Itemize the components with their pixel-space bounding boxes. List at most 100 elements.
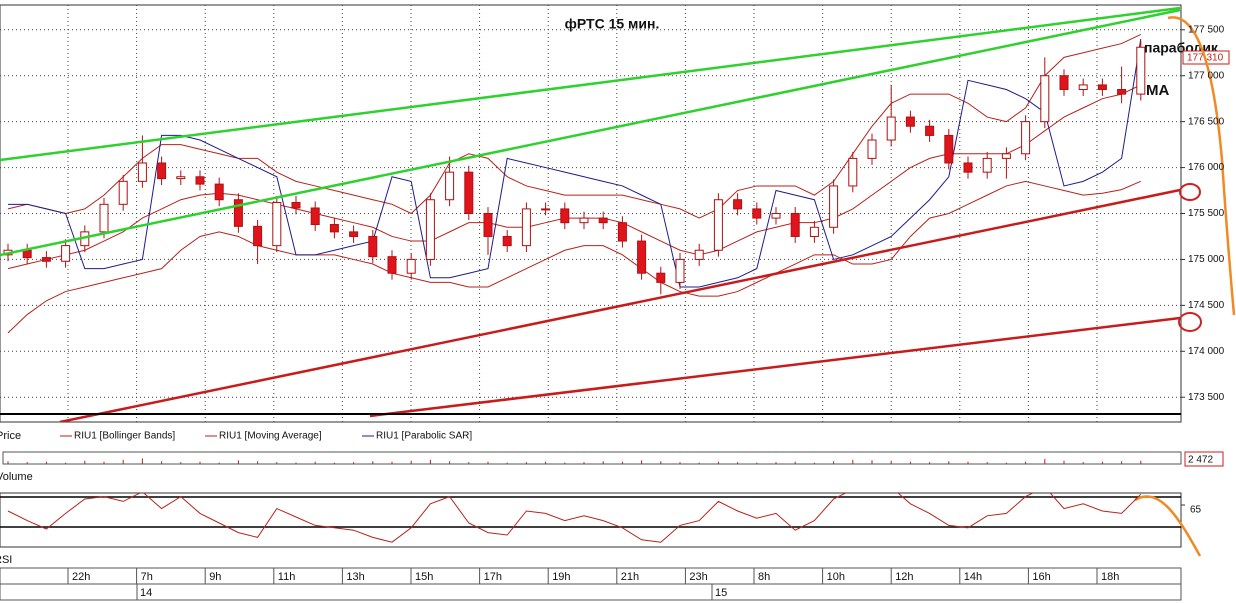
candle-body	[598, 217, 608, 224]
highlight-circle	[1179, 183, 1201, 201]
candle-body	[637, 240, 647, 274]
candle-body	[1001, 153, 1011, 159]
candle-body	[560, 208, 570, 224]
x-tick-label: 22h	[72, 571, 90, 583]
candle-body	[176, 176, 186, 180]
candle-body	[502, 235, 512, 247]
candle-body	[233, 199, 243, 227]
pane-label: RSI	[0, 554, 12, 566]
x-tick-label: 16h	[1032, 571, 1050, 583]
y-tick-label: 177 500	[1188, 24, 1225, 35]
candle-body	[291, 201, 301, 209]
x-tick-label: 8h	[758, 571, 770, 583]
x-tick-label: 11h	[278, 571, 296, 583]
candle-body	[1078, 84, 1088, 91]
x-tick-label: 21h	[621, 571, 639, 583]
candle-body	[944, 134, 954, 164]
candle-body	[809, 226, 819, 237]
candle-body	[157, 162, 167, 180]
candle-body	[886, 116, 896, 141]
y-tick-label: 176 000	[1188, 162, 1225, 173]
tick-box	[1184, 451, 1224, 467]
candle-body	[905, 116, 915, 127]
y-tick-label: 176 500	[1188, 116, 1225, 127]
candle-body	[925, 125, 935, 136]
candle-body	[310, 207, 320, 226]
candle-body	[406, 258, 416, 274]
candle-body	[272, 201, 282, 247]
rsi-pane	[0, 492, 1182, 548]
candle-body	[445, 171, 455, 201]
x-tick-label: 23h	[689, 571, 707, 583]
candle-body	[425, 199, 435, 260]
candle-body	[214, 183, 224, 201]
candle-body	[675, 258, 685, 283]
y-tick-label: 65	[1190, 505, 1202, 516]
candle-body	[521, 208, 531, 247]
candle-body	[867, 139, 877, 159]
x-tick-label: 7h	[141, 571, 153, 583]
candle-body	[61, 245, 71, 262]
legend-label: RIU1 [Parabolic SAR]	[376, 431, 472, 442]
trendline	[0, 6, 1181, 162]
candle-body	[733, 199, 743, 210]
candle-body	[771, 213, 781, 219]
candle-body	[713, 199, 723, 251]
legend: Price RIU1 [Bollinger Bands] RIU1 [Moving …	[0, 430, 472, 442]
candle-body	[1117, 89, 1127, 95]
x-tick-label: 9h	[209, 571, 221, 583]
pane-label: Volume	[0, 471, 33, 483]
date-label: 15	[715, 587, 727, 599]
trendline	[0, 8, 1181, 257]
candle-body	[1021, 121, 1031, 155]
candle-body	[656, 272, 666, 283]
x-tick-label: 10h	[827, 571, 845, 583]
chart-title: фРТС 15 мин.	[565, 16, 660, 32]
candle-body	[963, 162, 973, 173]
candle-body	[790, 213, 800, 237]
candle-body	[694, 249, 704, 260]
date-label: 14	[140, 587, 152, 599]
x-tick-label: 18h	[1101, 571, 1119, 583]
candle-body	[464, 171, 474, 215]
annotation: MA	[1146, 82, 1169, 99]
candle-body	[195, 176, 205, 185]
x-tick-label: 17h	[484, 571, 502, 583]
rsi-line	[7, 493, 1142, 543]
forecast-arrow	[1134, 495, 1202, 557]
candle-body	[349, 231, 359, 237]
candle-body	[118, 180, 128, 205]
y-tick-label: 177 000	[1188, 70, 1225, 81]
volume-pane	[2, 451, 1182, 465]
bollinger-upper	[7, 33, 1142, 219]
candle-body	[253, 225, 263, 247]
x-tick-label: 14h	[964, 571, 982, 583]
x-tick-label: 13h	[346, 571, 364, 583]
candle-body	[617, 222, 627, 242]
x-tick-label: 12h	[895, 571, 913, 583]
highlight-circle	[1178, 312, 1202, 332]
candle-body	[848, 157, 858, 187]
legend-label: Price	[0, 430, 21, 442]
legend-label: RIU1 [Bollinger Bands]	[74, 431, 175, 442]
y-tick-label: 175 500	[1188, 208, 1225, 219]
y-tick-label: 174 500	[1188, 300, 1225, 311]
candle-body	[829, 185, 839, 228]
candle-body	[99, 203, 109, 233]
candle-body	[1040, 75, 1050, 123]
price-pane	[0, 4, 1182, 423]
candle-body	[387, 256, 397, 274]
trendline	[59, 188, 1181, 422]
x-tick-label: 19h	[552, 571, 570, 583]
forecast-arrow	[1167, 16, 1236, 316]
candle-body	[1097, 84, 1107, 91]
legend-label: RIU1 [Moving Average]	[219, 431, 322, 442]
candle-body	[137, 162, 147, 182]
candle-body	[368, 235, 378, 258]
candle-body	[541, 208, 551, 211]
candle-body	[41, 257, 51, 262]
trendlines	[0, 6, 1181, 422]
candle-body	[579, 217, 589, 224]
bollinger-lower	[7, 180, 1141, 334]
